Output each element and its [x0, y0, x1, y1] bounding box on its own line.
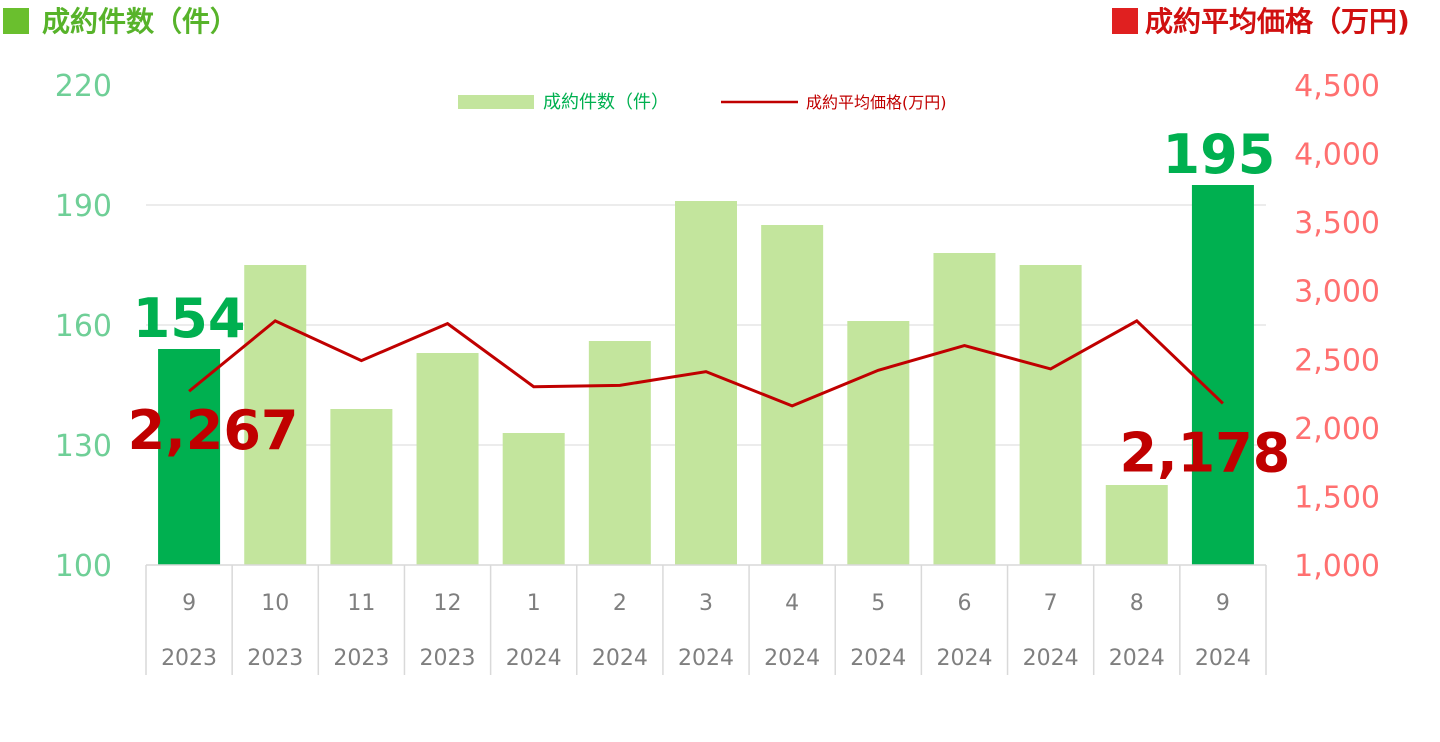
x-month-label: 11 [347, 591, 375, 616]
right-axis-header: 成約平均価格（万円) [1145, 5, 1410, 38]
x-year-label: 2023 [420, 646, 476, 671]
x-year-label: 2024 [1023, 646, 1079, 671]
x-year-label: 2024 [1109, 646, 1165, 671]
right-tick-label: 4,000 [1294, 138, 1380, 173]
x-month-label: 2 [613, 591, 627, 616]
x-month-label: 10 [261, 591, 289, 616]
legend-bar-swatch-icon [458, 95, 534, 109]
callout-last-price: 2,178 [1120, 421, 1291, 484]
callout-last-count: 195 [1163, 123, 1276, 186]
x-year-label: 2024 [936, 646, 992, 671]
bar [675, 201, 737, 565]
x-year-label: 2024 [764, 646, 820, 671]
x-year-label: 2024 [592, 646, 648, 671]
right-tick-label: 3,500 [1294, 206, 1380, 241]
bar-series [158, 185, 1254, 565]
x-month-label: 12 [434, 591, 462, 616]
left-tick-label: 100 [55, 549, 112, 584]
x-month-label: 4 [785, 591, 799, 616]
right-tick-label: 1,500 [1294, 480, 1380, 515]
left-tick-label: 130 [55, 429, 112, 464]
bar [933, 253, 995, 565]
x-month-label: 9 [1216, 591, 1230, 616]
x-axis-table: 9 2023 10 2023 11 2023 12 2023 1 2024 2 2024 3 2024 4 2… [146, 565, 1266, 675]
x-month-label: 3 [699, 591, 713, 616]
bar [417, 353, 479, 565]
right-tick-label: 2,000 [1294, 412, 1380, 447]
x-month-label: 5 [871, 591, 885, 616]
x-month-label: 7 [1044, 591, 1058, 616]
x-year-label: 2023 [161, 646, 217, 671]
x-month-label: 8 [1130, 591, 1144, 616]
x-month-label: 9 [182, 591, 196, 616]
right-axis-ticks: 1,000 1,500 2,000 2,500 3,000 3,500 4,000 4,500 [1294, 69, 1380, 584]
callout-first-price: 2,267 [128, 399, 299, 462]
x-year-label: 2023 [247, 646, 303, 671]
bar [1192, 185, 1254, 565]
bar [847, 321, 909, 565]
bar [1020, 265, 1082, 565]
x-year-label: 2024 [506, 646, 562, 671]
bar [1106, 485, 1168, 565]
bar [330, 409, 392, 565]
x-year-label: 2023 [333, 646, 389, 671]
bar [589, 341, 651, 565]
x-year-label: 2024 [850, 646, 906, 671]
legend-bar-label: 成約件数（件） [543, 92, 669, 113]
right-tick-label: 4,500 [1294, 69, 1380, 104]
x-year-label: 2024 [1195, 646, 1251, 671]
right-tick-label: 2,500 [1294, 343, 1380, 378]
right-tick-label: 1,000 [1294, 549, 1380, 584]
left-header-square-icon [3, 8, 29, 34]
callout-first-count: 154 [133, 287, 246, 350]
x-month-label: 6 [957, 591, 971, 616]
bar [503, 433, 565, 565]
right-header-square-icon [1112, 8, 1138, 34]
left-tick-label: 220 [55, 69, 112, 104]
legend-line-label: 成約平均価格(万円) [806, 93, 947, 112]
x-month-label: 1 [527, 591, 541, 616]
left-tick-label: 160 [55, 309, 112, 344]
left-tick-label: 190 [55, 189, 112, 224]
bar [761, 225, 823, 565]
left-axis-header: 成約件数（件） [42, 5, 238, 38]
left-axis-ticks: 100 130 160 190 220 [55, 69, 112, 584]
right-tick-label: 3,000 [1294, 275, 1380, 310]
x-year-label: 2024 [678, 646, 734, 671]
